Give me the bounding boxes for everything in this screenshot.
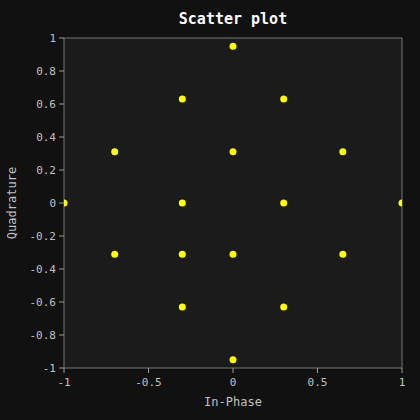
x-tick-label: 1	[399, 376, 406, 389]
x-tick	[402, 368, 403, 373]
y-tick-label: 0.4	[36, 131, 56, 144]
y-tick	[59, 203, 64, 204]
x-tick	[148, 368, 149, 373]
y-tick-label: 0	[49, 197, 56, 210]
y-tick	[59, 170, 64, 171]
y-tick	[59, 38, 64, 39]
x-tick-label: -0.5	[135, 376, 162, 389]
y-tick-label: -0.2	[30, 230, 57, 243]
y-tick	[59, 236, 64, 237]
y-tick-label: -0.8	[30, 329, 57, 342]
background	[0, 0, 420, 420]
point	[230, 356, 237, 363]
x-tick	[317, 368, 318, 373]
y-tick	[59, 71, 64, 72]
point	[339, 251, 346, 258]
point	[399, 200, 403, 207]
point	[179, 200, 186, 207]
x-tick	[233, 368, 234, 373]
y-tick	[59, 269, 64, 270]
x-tick-label: 0	[230, 376, 237, 389]
y-tick	[59, 104, 64, 105]
point	[179, 251, 186, 258]
plot-frame	[64, 38, 402, 368]
title: Scatter plot	[179, 10, 287, 28]
point	[230, 148, 237, 155]
point	[179, 96, 186, 103]
point	[280, 303, 287, 310]
y-tick	[59, 368, 64, 369]
y-tick	[59, 335, 64, 336]
y-tick-label: 1	[49, 32, 56, 45]
y-tick-label: -0.6	[30, 296, 57, 309]
x-tick-label: 0.5	[308, 376, 328, 389]
point	[230, 251, 237, 258]
x-axis-label: In-Phase	[204, 395, 262, 409]
y-tick-label: 0.6	[36, 98, 56, 111]
y-tick-label: 0.2	[36, 164, 56, 177]
y-tick	[59, 137, 64, 138]
point	[339, 148, 346, 155]
point	[280, 200, 287, 207]
point	[64, 200, 68, 207]
point	[111, 148, 118, 155]
x-tick-label: -1	[57, 376, 70, 389]
y-axis-label: Quadrature	[5, 167, 19, 239]
point	[230, 43, 237, 50]
x-tick	[64, 368, 65, 373]
chart: -1 -0.5 0 0.5 1 -1 -0.8 -0.6 -0.4 -0.2 0 0.2 0.4 0.6 0…	[0, 0, 420, 420]
point	[179, 303, 186, 310]
y-tick-label: -1	[43, 362, 56, 375]
y-tick-label: -0.4	[30, 263, 57, 276]
point	[280, 96, 287, 103]
y-tick	[59, 302, 64, 303]
points	[64, 43, 402, 364]
y-tick-label: 0.8	[36, 65, 56, 78]
point	[111, 251, 118, 258]
